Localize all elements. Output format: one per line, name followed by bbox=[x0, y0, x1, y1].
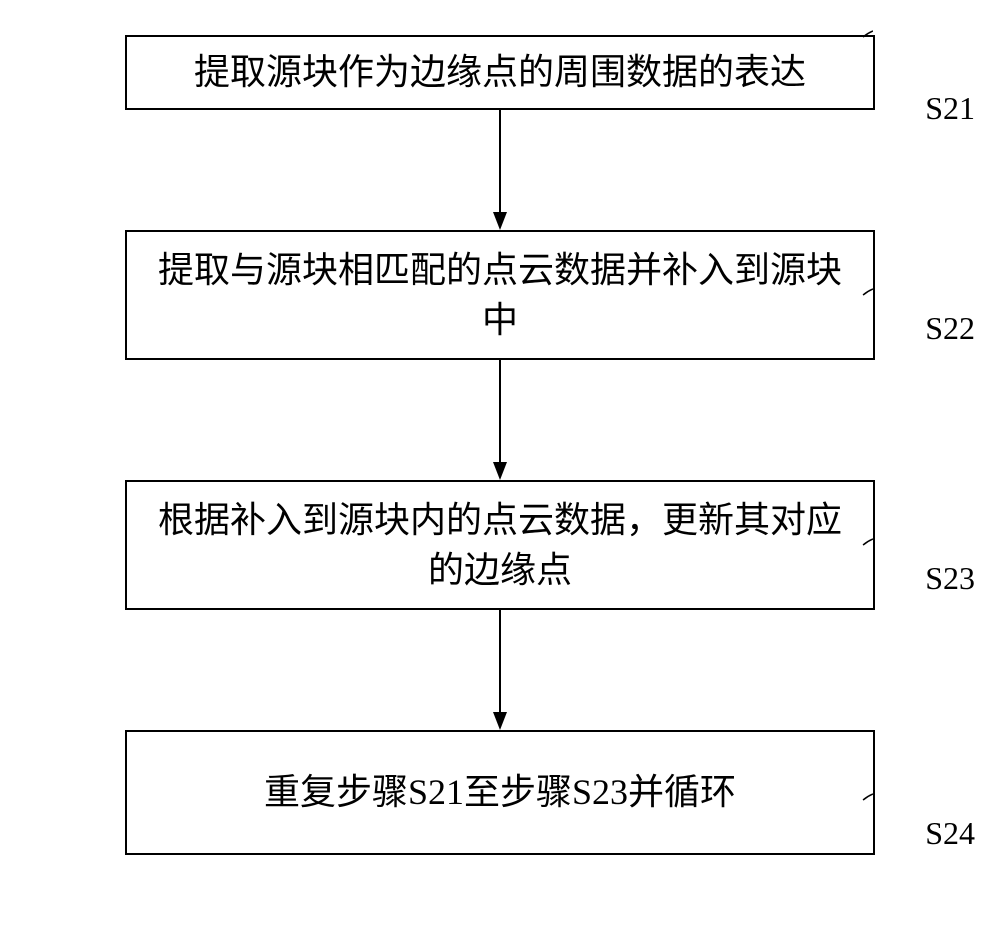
arrow-s22-s23 bbox=[490, 360, 510, 480]
step-wrapper-s22: 提取与源块相匹配的点云数据并补入到源块中 S22 bbox=[125, 230, 875, 360]
step-box-s21: 提取源块作为边缘点的周围数据的表达 bbox=[125, 35, 875, 110]
step-label-s24: S24 bbox=[925, 815, 975, 852]
connector-line-s23 bbox=[127, 537, 873, 549]
arrow-s21-s22 bbox=[490, 110, 510, 230]
step-text-s21: 提取源块作为边缘点的周围数据的表达 bbox=[194, 47, 806, 97]
arrow-icon bbox=[490, 110, 510, 230]
step-box-s23: 根据补入到源块内的点云数据，更新其对应的边缘点 bbox=[125, 480, 875, 610]
arrow-icon bbox=[490, 610, 510, 730]
step-wrapper-s24: 重复步骤S21至步骤S23并循环 S24 bbox=[125, 730, 875, 855]
arrow-icon bbox=[490, 360, 510, 480]
step-box-s24: 重复步骤S21至步骤S23并循环 bbox=[125, 730, 875, 855]
connector-line-s21 bbox=[127, 29, 873, 41]
connector-line-s22 bbox=[127, 287, 873, 299]
flowchart-container: 提取源块作为边缘点的周围数据的表达 S21 提取与源块相匹配的点云数据并补入到源… bbox=[0, 0, 1000, 855]
step-wrapper-s21: 提取源块作为边缘点的周围数据的表达 S21 bbox=[125, 35, 875, 110]
step-wrapper-s23: 根据补入到源块内的点云数据，更新其对应的边缘点 S23 bbox=[125, 480, 875, 610]
step-box-s22: 提取与源块相匹配的点云数据并补入到源块中 bbox=[125, 230, 875, 360]
step-label-s21: S21 bbox=[925, 90, 975, 127]
arrow-s23-s24 bbox=[490, 610, 510, 730]
step-label-s22: S22 bbox=[925, 310, 975, 347]
connector-line-s24 bbox=[127, 792, 873, 804]
step-label-s23: S23 bbox=[925, 560, 975, 597]
